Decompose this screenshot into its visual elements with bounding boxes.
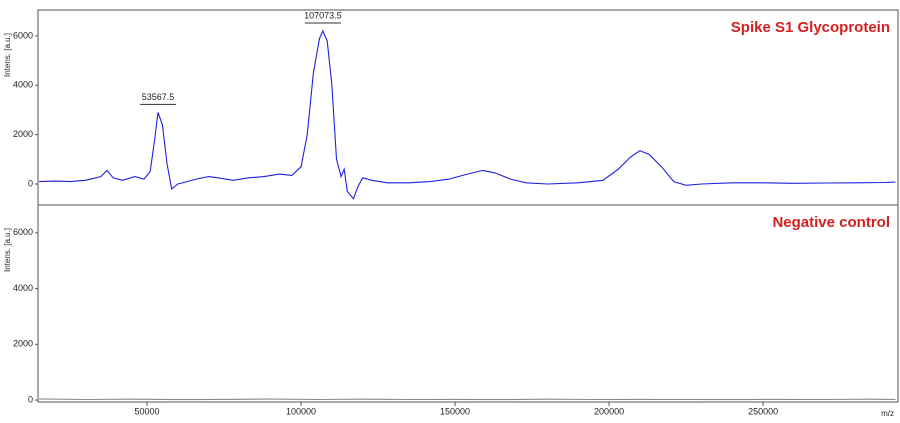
panel-frame <box>37 204 899 403</box>
x-tick-label: 200000 <box>594 406 624 416</box>
y-axis-label: Intens. [a.u.] <box>3 228 12 272</box>
y-tick-label: 2000 <box>13 129 33 139</box>
y-tick-label: 4000 <box>13 283 33 293</box>
y-tick-label: 0 <box>28 178 33 188</box>
y-tick-label: 6000 <box>13 227 33 237</box>
spectrum-line <box>39 398 896 401</box>
x-tick-label: 100000 <box>286 406 316 416</box>
spectrum-line <box>39 29 896 200</box>
y-tick-label: 2000 <box>13 339 33 349</box>
y-tick-label: 0 <box>28 394 33 404</box>
peak-label: 53567.5 <box>142 92 175 102</box>
y-axis-label: Intens. [a.u.] <box>3 33 12 77</box>
peak-label: 107073.5 <box>304 10 342 20</box>
y-tick-label: 4000 <box>13 80 33 90</box>
x-axis-label: m/z <box>881 409 894 418</box>
x-tick-label: 250000 <box>748 406 778 416</box>
panel-title: Spike S1 Glycoprotein <box>731 19 890 36</box>
x-tick-label: 50000 <box>135 406 160 416</box>
x-tick-label: 150000 <box>440 406 470 416</box>
y-tick-label: 6000 <box>13 30 33 40</box>
panel-frame <box>37 9 899 206</box>
panel-title: Negative control <box>772 214 890 231</box>
